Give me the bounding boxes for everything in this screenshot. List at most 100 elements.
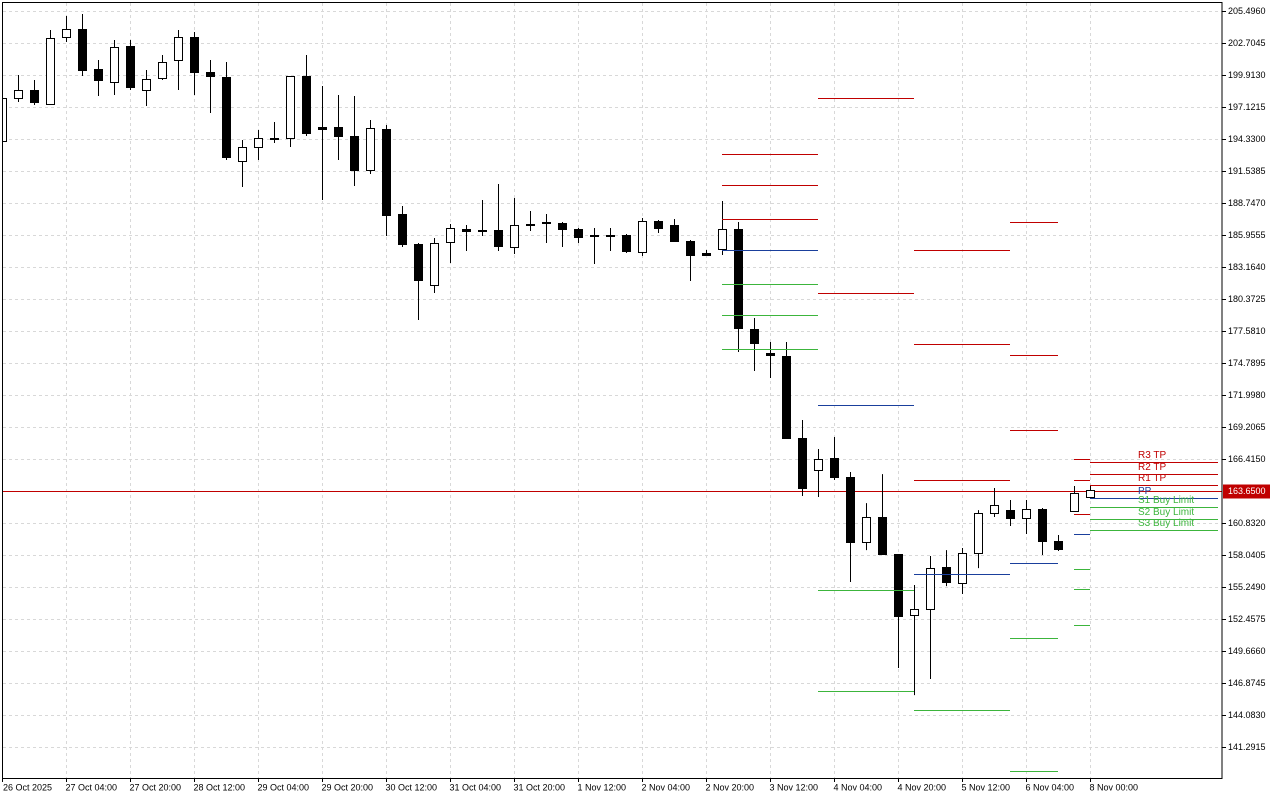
candle-body xyxy=(1070,493,1079,512)
y-tick-label: 199.9130 xyxy=(1228,70,1266,80)
candle-body xyxy=(718,229,727,250)
x-tick-label: 5 Nov 12:00 xyxy=(962,782,1011,792)
pivot-label: R3 TP xyxy=(1138,450,1166,461)
candle-body xyxy=(446,228,455,243)
candle-body xyxy=(46,38,55,105)
grid xyxy=(3,3,1222,778)
axes: 205.4960 202.7045 199.9130 197.1215 194.3300… xyxy=(2,6,1270,792)
candle-body xyxy=(878,517,887,555)
candle-body xyxy=(702,253,711,256)
candle-body xyxy=(126,46,135,88)
x-tick-label: 6 Nov 04:00 xyxy=(1026,782,1075,792)
x-tick-label: 29 Oct 20:00 xyxy=(322,782,374,792)
candle-body xyxy=(270,138,279,140)
y-tick-label: 141.2915 xyxy=(1228,742,1266,752)
candle-body xyxy=(638,221,647,253)
candle-body xyxy=(94,69,103,81)
y-tick-label: 149.6660 xyxy=(1228,646,1266,656)
plot-border xyxy=(2,2,1223,779)
candle-body xyxy=(558,223,567,230)
x-tick-label: 3 Nov 12:00 xyxy=(770,782,819,792)
candle-body xyxy=(1022,509,1031,519)
candle-body xyxy=(830,458,839,478)
y-tick-label: 169.2065 xyxy=(1228,422,1266,432)
candle-body xyxy=(1086,490,1095,498)
candle-body xyxy=(654,221,663,229)
candle-body xyxy=(766,353,775,356)
candle-body xyxy=(622,235,631,252)
candle-body xyxy=(686,241,695,256)
candle-body xyxy=(590,235,599,237)
y-tick-label: 174.7895 xyxy=(1228,358,1266,368)
y-tick-label: 180.3725 xyxy=(1228,294,1266,304)
candle-body xyxy=(350,136,359,171)
candle-body xyxy=(782,356,791,439)
candle-body xyxy=(3,98,7,142)
candle-body xyxy=(478,230,487,232)
candle-body xyxy=(110,47,119,83)
pivot-label: R1 TP xyxy=(1138,473,1166,484)
x-tick-label: 1 Nov 12:00 xyxy=(578,782,627,792)
y-tick-label: 152.4575 xyxy=(1228,614,1266,624)
candle-body xyxy=(1006,510,1015,519)
x-tick-label: 30 Oct 12:00 xyxy=(386,782,438,792)
candle-body xyxy=(254,138,263,148)
candle-body xyxy=(142,79,151,91)
x-tick-label: 27 Oct 04:00 xyxy=(66,782,118,792)
x-tick-label: 2 Nov 04:00 xyxy=(642,782,691,792)
x-tick-label: 28 Oct 12:00 xyxy=(194,782,246,792)
candle-body xyxy=(974,513,983,554)
candle-body xyxy=(958,553,967,584)
candle-body xyxy=(286,76,295,139)
candle-body xyxy=(894,554,903,617)
current-price-tag xyxy=(1223,484,1270,499)
pivot-label: S2 Buy Limit xyxy=(1138,507,1194,518)
candle-body xyxy=(30,90,39,103)
y-tick-label: 185.9555 xyxy=(1228,230,1266,240)
y-tick-label: 146.8745 xyxy=(1228,678,1266,688)
y-tick-label: 188.7470 xyxy=(1228,198,1266,208)
y-tick-label: 202.7045 xyxy=(1228,38,1266,48)
x-tick-label: 4 Nov 20:00 xyxy=(898,782,947,792)
candle-body xyxy=(574,229,583,238)
candle-body xyxy=(494,230,503,247)
candle-body xyxy=(318,127,327,130)
candle-body xyxy=(510,225,519,248)
x-tick-label: 26 Oct 2025 xyxy=(3,782,52,792)
candle-body xyxy=(926,568,935,610)
y-tick-label: 177.5810 xyxy=(1228,326,1266,336)
x-tick-label: 4 Nov 04:00 xyxy=(834,782,883,792)
candle-body xyxy=(382,129,391,216)
y-tick-label: 191.5385 xyxy=(1228,166,1266,176)
pivot-label: S3 Buy Limit xyxy=(1138,518,1194,529)
pivot-label: PP xyxy=(1138,486,1152,497)
y-tick-label: 183.1640 xyxy=(1228,262,1266,272)
candle-body xyxy=(238,147,247,162)
candle-body xyxy=(846,477,855,543)
x-tick-label: 27 Oct 20:00 xyxy=(130,782,182,792)
candle-body xyxy=(542,222,551,224)
candle-body xyxy=(62,29,71,38)
x-tick-label: 2 Nov 20:00 xyxy=(706,782,755,792)
x-tick-label: 8 Nov 00:00 xyxy=(1090,782,1139,792)
y-tick-label: 197.1215 xyxy=(1228,102,1266,112)
y-tick-label: 144.0830 xyxy=(1228,710,1266,720)
candle-body xyxy=(366,128,375,171)
candle-body xyxy=(734,229,743,329)
candle-body xyxy=(1054,541,1063,550)
pivot-label: S1 Buy Limit xyxy=(1138,495,1194,506)
candle-body xyxy=(302,76,311,134)
candle-body xyxy=(14,90,23,99)
y-tick-label: 158.0405 xyxy=(1228,550,1266,560)
x-tick-label: 31 Oct 20:00 xyxy=(514,782,566,792)
pivot-label: R2 TP xyxy=(1138,462,1166,473)
candle-body xyxy=(862,517,871,543)
candle-body xyxy=(990,505,999,514)
candle-body xyxy=(798,438,807,489)
candle-body xyxy=(334,127,343,137)
y-tick-label: 155.2490 xyxy=(1228,582,1266,592)
candle-body xyxy=(398,214,407,245)
current-price-label: 163.6500 xyxy=(1228,486,1266,496)
